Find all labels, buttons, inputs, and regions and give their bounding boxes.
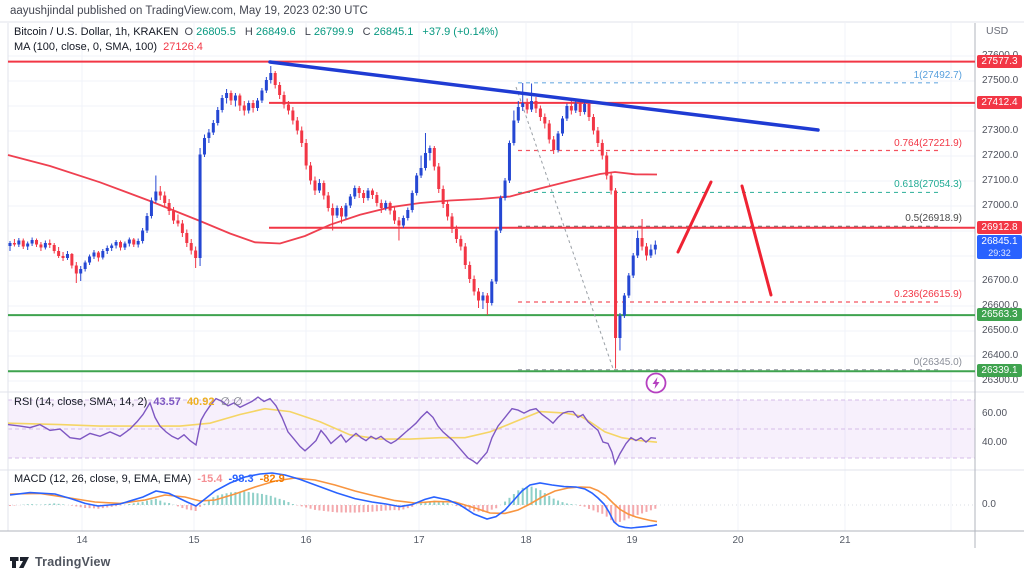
price-tick: 27000.0 bbox=[982, 199, 1019, 211]
macd-main-line bbox=[9, 472, 658, 529]
time-label-17: 17 bbox=[413, 535, 425, 546]
red-up-arrow-line bbox=[676, 180, 713, 254]
rsi-main-line bbox=[7, 396, 657, 466]
price-tick: 27200.0 bbox=[982, 149, 1019, 161]
change-value: +37.9 (+0.14%) bbox=[422, 26, 499, 38]
macd-value: -98.3 bbox=[228, 473, 254, 485]
currency-label: USD bbox=[986, 25, 1009, 37]
dashed-trend-gray bbox=[515, 86, 614, 369]
trend-drawings bbox=[268, 60, 820, 297]
macd-pane bbox=[9, 472, 658, 529]
fib-label: 0.5(26918.9) bbox=[905, 213, 962, 225]
ohlc-close-label: C bbox=[362, 26, 371, 38]
ohlc-close-value: 26845.1 bbox=[373, 26, 414, 38]
attribution-text: aayushjindal published on TradingView.co… bbox=[10, 5, 368, 17]
tradingview-logo-icon[interactable] bbox=[10, 556, 29, 569]
price-tick: 27500.0 bbox=[982, 74, 1019, 86]
price-tick: 26400.0 bbox=[982, 349, 1019, 361]
horizontal-lines bbox=[8, 60, 975, 373]
macd-tick: 0.0 bbox=[982, 498, 996, 510]
macd-signal-value: -82.9 bbox=[259, 473, 285, 485]
time-label-19: 19 bbox=[626, 535, 638, 546]
ohlc-high-label: H bbox=[244, 26, 253, 38]
time-label-15: 15 bbox=[188, 535, 200, 546]
macd-hist-value: -15.4 bbox=[197, 473, 223, 485]
rsi-tick: 40.00 bbox=[982, 437, 1008, 448]
ohlc-low-value: 26799.9 bbox=[313, 26, 354, 38]
macd-legend: MACD (12, 26, close, 9, EMA, EMA) -15.4 … bbox=[14, 473, 288, 485]
macd-name: MACD (12, 26, close, 9, EMA, EMA) bbox=[14, 473, 192, 485]
pane-borders bbox=[0, 21, 1024, 548]
price-tick: 26300.0 bbox=[982, 374, 1019, 386]
rsi-ma-value: 40.92 bbox=[186, 396, 215, 408]
fib-label: 0(26345.0) bbox=[913, 356, 962, 368]
ma-value: 27126.4 bbox=[163, 41, 203, 53]
main-legend: Bitcoin / U.S. Dollar, 1h, KRAKEN O 26805… bbox=[14, 26, 501, 38]
rsi-name: RSI (14, close, SMA, 14, 2) bbox=[14, 396, 148, 408]
fib-levels bbox=[518, 82, 940, 371]
rsi-extra-values: ∅ ∅ bbox=[220, 396, 243, 408]
price-badge-26845.1: 26845.1 29:32 bbox=[977, 234, 1022, 259]
fib-label: 1(27492.7) bbox=[913, 69, 962, 81]
time-label-21: 21 bbox=[839, 535, 851, 546]
ohlc-open-label: O bbox=[184, 26, 194, 38]
price-tick: 26500.0 bbox=[982, 324, 1019, 336]
tradingview-logo-text[interactable]: TradingView bbox=[35, 555, 111, 569]
ohlc-high-value: 26849.6 bbox=[255, 26, 296, 38]
time-label-14: 14 bbox=[76, 535, 88, 546]
time-label-18: 18 bbox=[520, 535, 532, 546]
ohlc-low-label: L bbox=[304, 26, 311, 38]
candles-layer bbox=[8, 66, 657, 369]
ma-legend: MA (100, close, 0, SMA, 100) 27126.4 bbox=[14, 41, 206, 53]
ma-name: MA (100, close, 0, SMA, 100) bbox=[14, 41, 158, 53]
macd-signal-line bbox=[9, 477, 658, 523]
price-tick: 26700.0 bbox=[982, 274, 1019, 286]
fib-label: 0.618(27054.3) bbox=[894, 179, 962, 191]
price-tick: 27100.0 bbox=[982, 174, 1019, 186]
price-badge-27577.3: 27577.3 bbox=[977, 54, 1022, 68]
rsi-band bbox=[8, 399, 975, 506]
price-badge-27412.4: 27412.4 bbox=[977, 95, 1022, 109]
symbol-title: Bitcoin / U.S. Dollar, 1h, KRAKEN bbox=[14, 26, 179, 38]
rsi-pane bbox=[7, 396, 658, 466]
price-tick: 27300.0 bbox=[982, 124, 1019, 136]
price-tick: 26600.0 bbox=[982, 299, 1019, 311]
fib-label: 0.236(26615.9) bbox=[894, 289, 962, 301]
time-label-16: 16 bbox=[300, 535, 312, 546]
blue-trendline bbox=[268, 60, 820, 132]
price-badge-26912.8: 26912.8 bbox=[977, 220, 1022, 234]
fib-label: 0.764(27221.9) bbox=[894, 137, 962, 149]
price-badge-26339.1: 26339.1 bbox=[977, 364, 1022, 378]
rsi-tick: 60.00 bbox=[982, 408, 1008, 419]
time-label-20: 20 bbox=[732, 535, 744, 546]
footer: TradingView bbox=[10, 555, 111, 569]
price-badge-26563.3: 26563.3 bbox=[977, 308, 1022, 322]
lightning-marker bbox=[645, 372, 667, 394]
rsi-ma-line bbox=[7, 407, 658, 443]
red-down-arrow-line bbox=[740, 184, 773, 297]
rsi-value: 43.57 bbox=[153, 396, 181, 408]
ohlc-open-value: 26805.5 bbox=[196, 26, 236, 38]
rsi-legend: RSI (14, close, SMA, 14, 2) 43.57 40.92 … bbox=[14, 395, 246, 408]
